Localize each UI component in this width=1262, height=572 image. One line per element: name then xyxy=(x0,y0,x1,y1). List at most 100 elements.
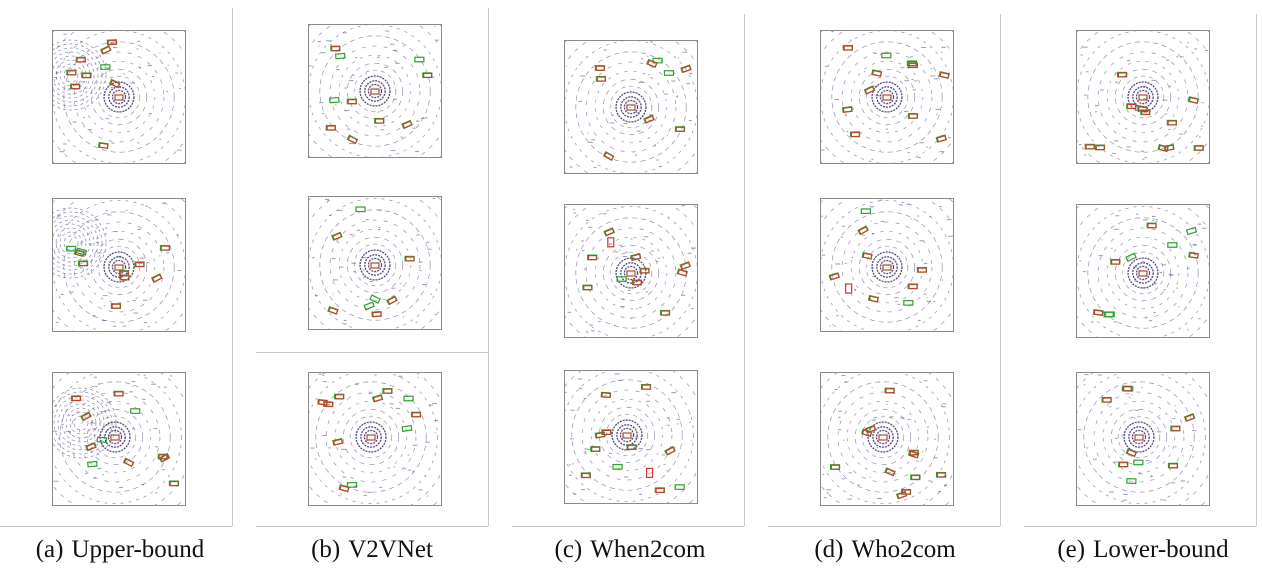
lidar-ring xyxy=(82,230,156,304)
lidar-point xyxy=(57,215,62,217)
lidar-ring xyxy=(63,67,79,83)
lidar-point xyxy=(938,206,942,208)
bounding-box xyxy=(114,391,124,397)
lidar-point xyxy=(159,138,161,140)
lidar-point xyxy=(1178,133,1183,135)
lidar-point xyxy=(1111,247,1113,249)
lidar-ring xyxy=(309,25,441,157)
lidar-ring xyxy=(1097,227,1189,319)
bounding-box xyxy=(414,56,425,63)
bounding-box xyxy=(1126,477,1137,485)
lidar-point xyxy=(422,284,427,286)
lidar-point xyxy=(638,493,642,495)
bounding-box xyxy=(632,280,642,286)
lidar-point xyxy=(1189,384,1191,386)
lidar-point xyxy=(849,39,852,41)
lidar-point xyxy=(113,47,118,49)
lidar-point xyxy=(584,448,588,450)
bounding-box xyxy=(76,57,86,63)
lidar-point xyxy=(403,285,405,287)
lidar-ring xyxy=(1132,262,1154,284)
lidar-ring xyxy=(53,55,91,95)
lidar-ring xyxy=(97,75,141,119)
lidar-panel xyxy=(820,372,954,506)
bounding-box xyxy=(119,270,129,276)
lidar-ring xyxy=(319,35,431,147)
lidar-point xyxy=(425,117,428,119)
bounding-box xyxy=(1138,270,1148,277)
lidar-ring xyxy=(363,429,379,445)
lidar-point xyxy=(1080,54,1083,56)
lidar-point xyxy=(88,243,91,245)
lidar-point xyxy=(352,74,355,76)
lidar-ring xyxy=(831,41,943,153)
lidar-point xyxy=(94,219,99,221)
lidar-point xyxy=(1128,397,1131,399)
lidar-scene xyxy=(1077,205,1209,337)
lidar-ring xyxy=(565,371,694,502)
lidar-point xyxy=(330,44,332,46)
lidar-point xyxy=(142,299,148,301)
caption-upper-bound: (a) Upper-bound xyxy=(20,536,220,564)
lidar-point xyxy=(141,398,146,400)
lidar-ring xyxy=(565,41,697,173)
lidar-point xyxy=(106,214,112,216)
lidar-ring xyxy=(854,408,912,466)
lidar-point xyxy=(1113,321,1118,323)
bounding-box xyxy=(329,96,340,104)
lidar-point xyxy=(848,472,852,474)
lidar-ring xyxy=(338,228,412,302)
lidar-point xyxy=(916,460,919,462)
lidar-point xyxy=(84,87,88,89)
lidar-point xyxy=(179,88,182,90)
lidar-point xyxy=(124,93,127,95)
lidar-point xyxy=(390,150,396,152)
bounding-box xyxy=(401,424,413,433)
lidar-point xyxy=(317,40,322,42)
lidar-point xyxy=(95,241,99,243)
bounding-box xyxy=(665,446,676,456)
lidar-ring xyxy=(602,244,660,302)
lidar-point xyxy=(871,386,873,388)
lidar-point xyxy=(331,257,336,259)
lidar-ring xyxy=(53,373,182,504)
lidar-point xyxy=(823,497,827,499)
lidar-point xyxy=(907,419,911,421)
lidar-point xyxy=(565,391,567,393)
lidar-point xyxy=(392,49,397,51)
lidar-point xyxy=(933,301,936,303)
bounding-box xyxy=(881,52,892,59)
lidar-point xyxy=(923,293,927,295)
lidar-point xyxy=(1176,56,1179,58)
bounding-box xyxy=(864,85,876,95)
lidar-ring xyxy=(1127,81,1159,113)
caption-lower-bound: (e) Lower-bound xyxy=(1028,536,1258,564)
lidar-scene xyxy=(309,25,441,157)
lidar-point xyxy=(923,380,928,382)
bounding-box xyxy=(587,255,598,261)
lidar-point xyxy=(941,279,944,281)
lidar-point xyxy=(628,106,631,108)
bounding-box xyxy=(595,431,606,439)
lidar-ring xyxy=(821,31,953,163)
bounding-box xyxy=(372,394,383,403)
lidar-point xyxy=(1098,255,1104,257)
lidar-ring xyxy=(876,86,898,108)
lidar-point xyxy=(63,33,67,35)
lidar-point xyxy=(111,142,115,144)
lidar-ring xyxy=(1123,421,1155,453)
lidar-point xyxy=(88,273,90,275)
lidar-point xyxy=(85,436,89,438)
lidar-point xyxy=(412,127,416,129)
lidar-point xyxy=(1132,266,1138,268)
lidar-point xyxy=(415,120,420,122)
bounding-box xyxy=(868,295,879,303)
lidar-point xyxy=(147,65,153,67)
lidar-point xyxy=(942,403,946,405)
lidar-point xyxy=(946,219,952,221)
lidar-point xyxy=(821,215,823,217)
lidar-point xyxy=(327,447,331,449)
lidar-point xyxy=(398,375,403,377)
lidar-point xyxy=(879,149,881,151)
lidar-ring xyxy=(821,373,950,504)
